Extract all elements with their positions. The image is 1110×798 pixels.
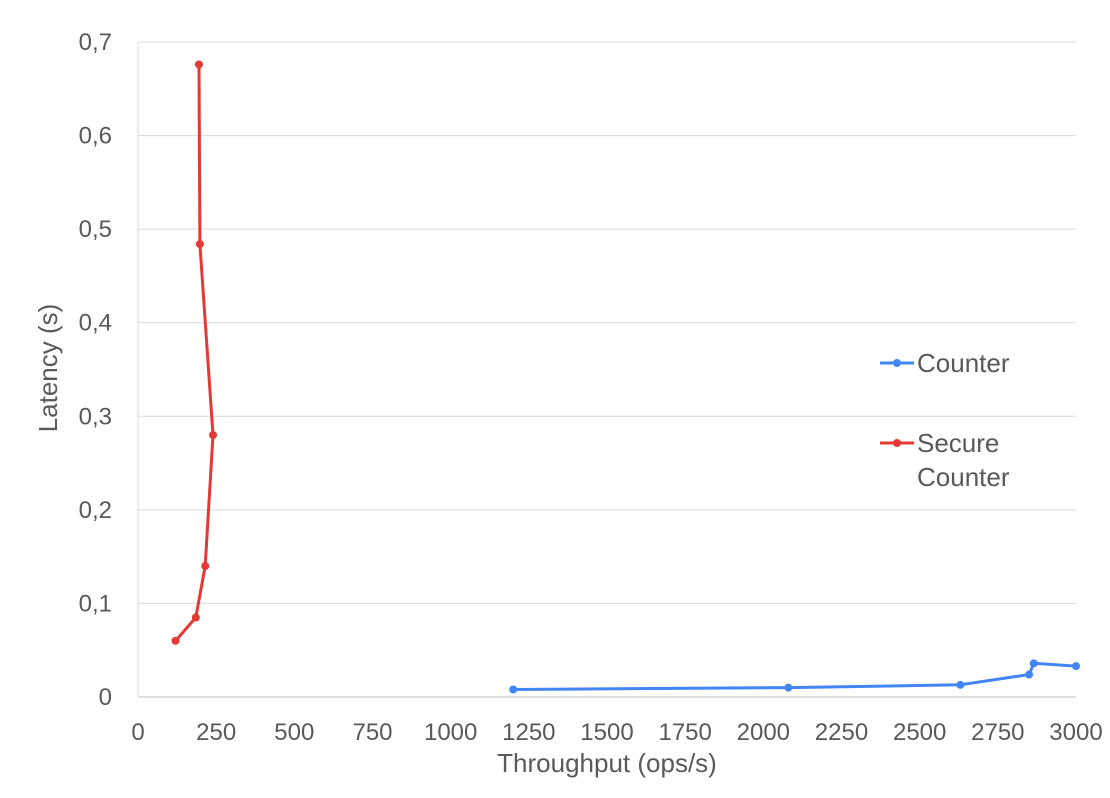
data-point bbox=[209, 431, 218, 439]
y-tick-label: 0,7 bbox=[79, 29, 112, 56]
axes: 0 0,1 0,2 0,3 0,4 0,5 0,6 0,7 0 250 500 750 1000 1250… bbox=[79, 29, 1103, 746]
x-tick-label: 1750 bbox=[658, 719, 711, 746]
data-point bbox=[201, 562, 210, 570]
x-tick-label: 2500 bbox=[893, 719, 946, 746]
legend-swatch-marker bbox=[893, 359, 901, 367]
x-tick-label: 2250 bbox=[815, 719, 868, 746]
y-tick-label: 0,1 bbox=[79, 590, 112, 617]
legend-label: Counter bbox=[917, 348, 1010, 378]
series-line bbox=[511, 661, 1078, 691]
data-point bbox=[784, 683, 793, 692]
y-tick-label: 0 bbox=[99, 684, 112, 711]
data-point bbox=[171, 636, 180, 645]
y-tick-label: 0,2 bbox=[79, 497, 112, 524]
x-tick-label: 3000 bbox=[1049, 719, 1102, 746]
y-tick-label: 0,3 bbox=[79, 403, 112, 430]
data-point bbox=[1072, 662, 1080, 671]
legend-swatch-marker bbox=[893, 439, 901, 447]
x-tick-label: 1500 bbox=[580, 719, 633, 746]
legend-label: Secure Counter bbox=[917, 428, 1010, 492]
x-tick-label: 250 bbox=[196, 719, 236, 746]
x-tick-label: 0 bbox=[131, 719, 144, 746]
y-axis-title: Latency (s) bbox=[33, 304, 63, 433]
x-tick-label: 2000 bbox=[737, 719, 790, 746]
x-tick-label: 2750 bbox=[971, 719, 1024, 746]
series-layer bbox=[171, 60, 1080, 694]
series-line bbox=[174, 63, 215, 643]
y-tick-label: 0,4 bbox=[79, 310, 112, 337]
x-tick-label: 1250 bbox=[502, 719, 555, 746]
data-point bbox=[509, 685, 518, 694]
data-point bbox=[195, 240, 204, 249]
x-tick-label: 500 bbox=[274, 719, 314, 746]
legend-item: Counter bbox=[880, 348, 1010, 378]
legend-item: Secure Counter bbox=[880, 428, 1010, 492]
data-point bbox=[956, 680, 965, 689]
data-point bbox=[1025, 670, 1034, 679]
data-point bbox=[194, 60, 203, 69]
series-counter bbox=[509, 659, 1080, 694]
x-axis-title: Throughput (ops/s) bbox=[497, 748, 717, 778]
x-tick-label: 750 bbox=[352, 719, 392, 746]
series-secure-counter bbox=[171, 60, 218, 645]
grid-lines bbox=[138, 41, 1076, 698]
legend: Counter Secure Counter bbox=[880, 348, 1010, 492]
y-tick-label: 0,5 bbox=[79, 216, 112, 243]
y-tick-label: 0,6 bbox=[79, 123, 112, 150]
data-point bbox=[1029, 659, 1038, 668]
data-point bbox=[191, 613, 200, 622]
x-tick-label: 1000 bbox=[424, 719, 477, 746]
